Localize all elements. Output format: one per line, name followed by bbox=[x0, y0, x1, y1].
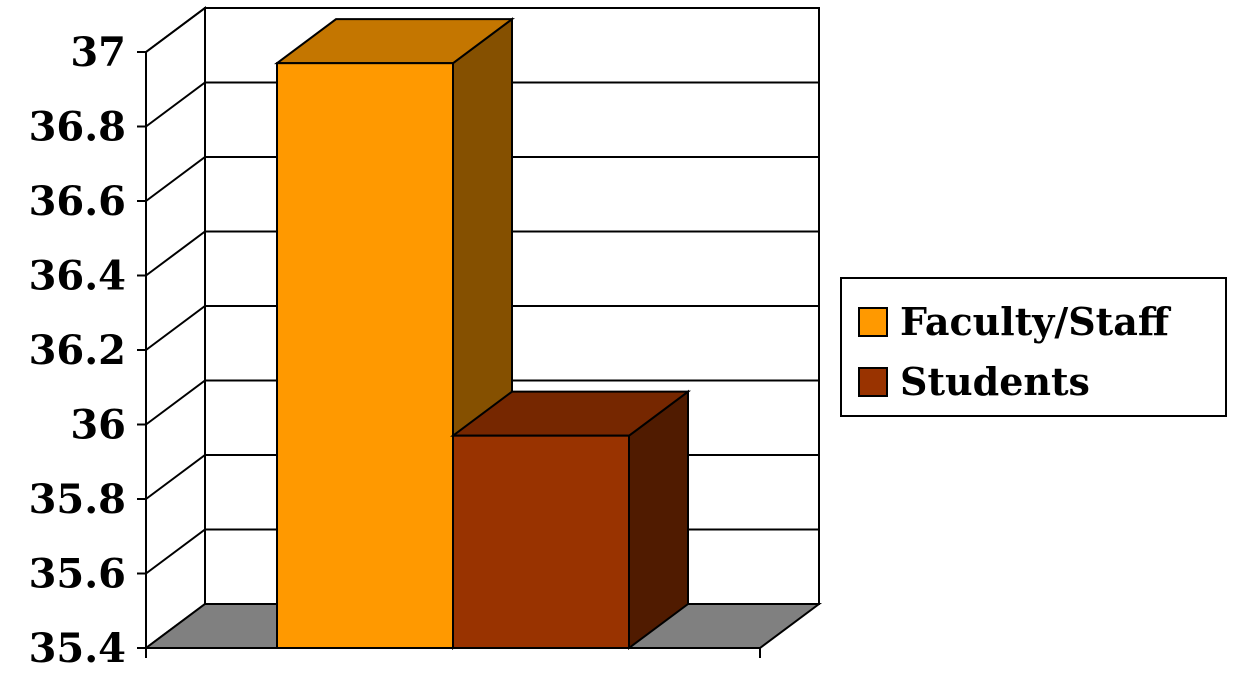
legend-label-faculty-staff: Faculty/Staff bbox=[900, 299, 1170, 344]
y-tick-label: 36 bbox=[70, 402, 126, 449]
legend-label-students: Students bbox=[900, 359, 1090, 404]
y-tick-label: 35.8 bbox=[29, 476, 126, 523]
y-tick-label: 36.2 bbox=[29, 327, 126, 374]
legend-item-students: Students bbox=[858, 363, 1090, 401]
y-tick-label: 35.4 bbox=[29, 625, 126, 672]
legend-swatch-faculty-staff bbox=[858, 307, 888, 337]
y-axis bbox=[137, 51, 761, 658]
y-tick-label: 36.6 bbox=[29, 178, 126, 225]
legend-item-faculty-staff: Faculty/Staff bbox=[858, 303, 1169, 341]
bars bbox=[273, 17, 692, 650]
legend-swatch-students bbox=[858, 367, 888, 397]
bar-students bbox=[449, 389, 692, 650]
y-tick-label: 36.4 bbox=[29, 253, 126, 300]
y-tick-label: 37 bbox=[70, 29, 126, 76]
gridline bbox=[145, 379, 819, 426]
y-tick-label: 36.8 bbox=[29, 104, 126, 151]
bar-front bbox=[276, 62, 454, 650]
gridline bbox=[145, 156, 819, 202]
gridline bbox=[145, 7, 819, 53]
bar-front bbox=[452, 434, 630, 649]
gridline bbox=[145, 305, 819, 351]
gridline bbox=[145, 230, 819, 277]
legend: Faculty/Staff Students bbox=[840, 277, 1227, 417]
y-tick-label: 35.6 bbox=[29, 551, 126, 598]
gridline bbox=[145, 81, 819, 128]
y-tick-labels: 35.4 35.6 35.8 36 36.2 36.4 36.6 36.8 37 bbox=[29, 29, 126, 672]
